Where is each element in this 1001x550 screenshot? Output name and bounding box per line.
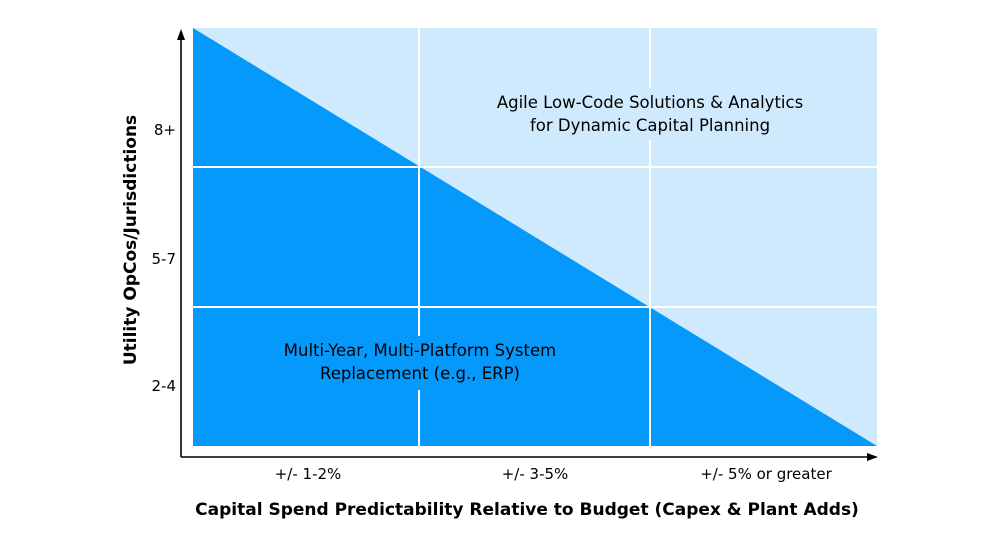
lower-region-label-line-1: Multi-Year, Multi-Platform System	[284, 341, 556, 360]
lower-region-label-line-2: Replacement (e.g., ERP)	[320, 364, 520, 383]
lower-label-backdrop	[282, 336, 560, 390]
upper-label-backdrop	[490, 88, 810, 140]
upper-region-label-line-1: Agile Low-Code Solutions & Analytics	[497, 93, 803, 112]
x-tick-label-3-5: +/- 3-5%	[502, 465, 569, 483]
upper-region-label-line-2: for Dynamic Capital Planning	[530, 116, 770, 135]
x-tick-label-5-or-greater: +/- 5% or greater	[700, 465, 832, 483]
y-axis-arrowhead	[177, 29, 185, 40]
x-tick-label-1-2: +/- 1-2%	[275, 465, 342, 483]
x-axis-arrowhead	[867, 453, 878, 461]
y-tick-label-5-7: 5-7	[152, 250, 177, 268]
x-axis-title: Capital Spend Predictability Relative to…	[195, 500, 859, 520]
y-axis-title: Utility OpCos/Jurisdictions	[121, 115, 141, 365]
axes	[177, 29, 878, 461]
y-tick-label-2-4: 2-4	[152, 377, 177, 395]
y-tick-label-8-plus: 8+	[154, 121, 176, 139]
